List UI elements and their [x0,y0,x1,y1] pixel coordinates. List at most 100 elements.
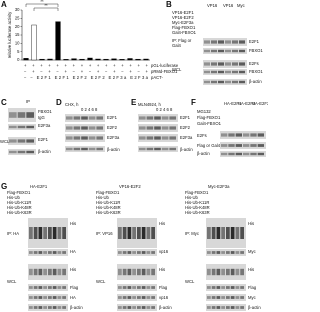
y-tick-label: 5 [17,49,20,54]
label: His-Ub [96,195,109,200]
band [230,286,235,289]
band [52,268,57,276]
band [62,268,66,276]
band [9,112,17,118]
bar [47,58,53,61]
label: WCL [96,279,106,284]
band [38,227,43,239]
y-tick-label: 10 [15,40,20,45]
label: VP16-E2F1 [172,10,194,15]
band [235,296,240,299]
label: Myc [248,295,256,300]
label: MLN4924, h [138,102,161,107]
band [146,126,154,130]
label: E2F1 [180,115,191,120]
label: His-Ub-K63R [7,210,32,215]
band [250,144,257,147]
band [235,227,240,239]
band [228,144,235,147]
band [26,125,34,129]
panel-letter: A [1,0,7,9]
label: Flag-FBXO1 [185,190,209,195]
band [48,268,52,276]
label: IP: Flag or [172,38,192,43]
band [204,70,210,74]
band [146,286,151,289]
band [26,150,34,154]
band [52,227,57,239]
label: His [70,221,76,226]
band [81,147,88,151]
band [235,306,240,309]
band [225,80,231,84]
band [243,152,250,156]
band [33,227,38,239]
band [218,70,224,74]
band [96,126,103,130]
label: Flag-FBXO1 [96,190,120,195]
band [235,152,242,156]
band [127,286,132,289]
band [154,126,161,130]
band [127,227,132,239]
band [243,133,250,137]
label: His-Ub-K63R [185,210,210,215]
label: His-Ub [7,195,20,200]
bar [71,58,77,61]
band [52,296,57,299]
band [137,306,141,309]
band [88,116,96,120]
label: HA-E2F2 [238,101,256,106]
label: Gal4-FBXO1 [197,121,222,126]
band [216,251,221,254]
significance-bracket [33,7,59,11]
label: His [248,267,254,272]
band [207,227,211,239]
label: VP16 [223,3,234,8]
band [57,296,62,299]
band [211,251,216,254]
band [211,286,216,289]
band [235,286,240,289]
band [38,251,43,254]
band [225,40,231,44]
band [9,125,17,129]
band [43,251,47,254]
label: HA-E2F3a [252,101,268,106]
band [33,251,38,254]
band [122,268,127,276]
band [207,268,211,276]
band [230,251,235,254]
label: His-Ub-K48R [96,205,121,210]
band [127,251,132,254]
band [225,49,231,53]
band [33,306,38,309]
bar [135,58,141,61]
label: HA-E2F1 [224,101,242,106]
band [218,80,224,84]
band [29,306,33,309]
band [211,62,217,66]
y-tick-label: 25 [15,15,20,20]
band [127,296,132,299]
band [122,251,127,254]
band [239,70,245,74]
band [146,136,154,140]
band [62,251,66,254]
band [96,136,103,140]
band [235,251,240,254]
band [73,116,81,120]
band [141,268,146,276]
label: FBXO1 [249,48,263,53]
label: E2F3a [38,123,51,128]
band [141,227,146,239]
band [146,147,154,151]
bar [55,21,61,61]
band [257,144,264,147]
band [137,268,141,276]
row-label: pACT- [151,75,163,80]
band [207,306,211,309]
label: E2Fs [249,61,259,66]
label: WCL [185,279,195,284]
bar [111,58,117,61]
